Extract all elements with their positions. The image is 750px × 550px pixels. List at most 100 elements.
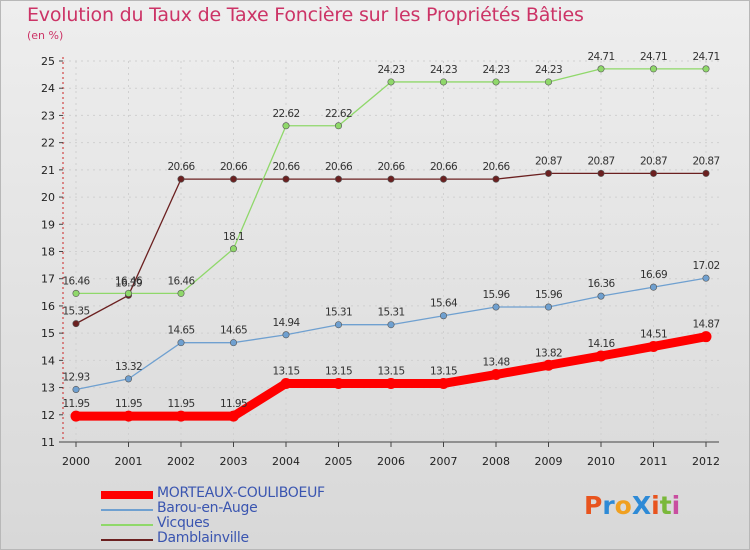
y-tick-label: 25 [41, 55, 55, 68]
data-point [280, 377, 292, 389]
logo-letter: P [584, 491, 603, 520]
y-tick-label: 12 [41, 409, 55, 422]
data-point [702, 169, 710, 177]
legend-label: Damblainville [157, 530, 249, 546]
x-tick-label: 2002 [167, 455, 195, 468]
data-point [597, 65, 605, 73]
data-label: 17.02 [692, 260, 719, 272]
y-tick-label: 15 [41, 327, 55, 340]
x-tick-label: 2010 [587, 455, 615, 468]
data-label: 20.66 [430, 161, 458, 173]
data-point [544, 303, 552, 311]
y-tick-label: 11 [41, 436, 55, 449]
y-tick-label: 20 [41, 191, 55, 204]
data-label: 22.62 [325, 108, 352, 120]
data-label: 15.96 [482, 289, 510, 301]
data-point [177, 339, 185, 347]
data-label: 16.36 [587, 278, 615, 290]
data-point [125, 289, 133, 297]
data-label: 16.69 [640, 269, 667, 281]
data-point [700, 331, 712, 343]
y-tick-label: 24 [41, 82, 55, 95]
data-label: 20.66 [325, 161, 353, 173]
data-point [72, 320, 80, 328]
data-label: 16.46 [62, 275, 90, 287]
chart-axes: 11 12 13 14 15 16 17 18 19 20 21 22 23 24 25 2000 2001 20… [41, 55, 720, 468]
data-point [387, 175, 395, 183]
data-label: 20.66 [377, 161, 405, 173]
data-label: 14.65 [220, 325, 247, 337]
y-tick-label: 22 [41, 137, 55, 150]
data-point [175, 410, 187, 422]
legend-swatch [101, 509, 153, 511]
data-point [439, 175, 447, 183]
x-tick-label: 2009 [535, 455, 563, 468]
data-point [230, 339, 238, 347]
logo-letter: i [671, 491, 681, 520]
y-tick-label: 21 [41, 164, 55, 177]
data-label: 15.35 [62, 306, 89, 318]
data-label: 16.39 [115, 277, 142, 289]
data-label: 16.46 [167, 275, 195, 287]
data-point [649, 283, 657, 291]
data-point [230, 175, 238, 183]
data-label: 11.95 [167, 398, 194, 410]
data-point [439, 78, 447, 86]
data-point [177, 289, 185, 297]
data-label: 24.23 [535, 64, 562, 76]
logo-letter: r [602, 491, 615, 520]
y-tick-label: 13 [41, 382, 55, 395]
data-point [438, 377, 449, 389]
x-tick-label: 2005 [325, 455, 353, 468]
data-point [597, 292, 605, 300]
data-label: 20.87 [535, 155, 562, 167]
data-label: 18.1 [223, 231, 244, 243]
chart-subtitle: (en %) [27, 29, 64, 42]
data-label: 13.82 [535, 347, 562, 359]
data-point [492, 78, 500, 86]
data-point [177, 175, 185, 183]
data-label: 20.87 [692, 155, 719, 167]
data-point [492, 303, 500, 311]
data-label: 24.71 [640, 51, 667, 63]
data-label: 15.31 [325, 307, 352, 319]
data-point [648, 340, 659, 352]
chart-series [70, 65, 712, 422]
data-point [125, 375, 133, 383]
data-label: 20.66 [167, 161, 195, 173]
y-tick-label: 19 [41, 218, 55, 231]
data-point [228, 410, 239, 422]
data-label: 13.15 [272, 365, 299, 377]
x-tick-label: 2001 [115, 455, 143, 468]
data-label: 13.15 [325, 365, 352, 377]
data-point [387, 321, 395, 329]
y-tick-label: 17 [41, 273, 55, 286]
data-label: 24.23 [377, 64, 404, 76]
data-point [387, 78, 395, 86]
data-point [649, 169, 657, 177]
data-label: 15.64 [430, 298, 458, 310]
data-point [544, 169, 552, 177]
logo-letter: t [659, 491, 672, 520]
data-point [282, 122, 290, 130]
data-point [543, 359, 554, 371]
x-tick-label: 2003 [220, 455, 248, 468]
data-point [230, 245, 238, 253]
data-point [282, 175, 290, 183]
data-label: 11.95 [220, 398, 247, 410]
y-tick-label: 18 [41, 246, 55, 259]
logo-letter: i [651, 491, 660, 520]
data-label: 13.32 [115, 361, 142, 373]
y-tick-label: 14 [41, 354, 55, 367]
data-label: 14.87 [692, 319, 719, 331]
legend-label: Vicques [157, 515, 210, 531]
data-point [490, 369, 502, 381]
x-tick-label: 2008 [482, 455, 510, 468]
data-label: 20.66 [220, 161, 248, 173]
chart-title: Evolution du Taux de Taxe Foncière sur l… [27, 4, 584, 26]
data-label: 22.62 [272, 108, 299, 120]
x-tick-label: 2006 [377, 455, 405, 468]
data-label: 20.66 [272, 161, 300, 173]
data-point [492, 175, 500, 183]
data-label: 13.15 [430, 365, 457, 377]
